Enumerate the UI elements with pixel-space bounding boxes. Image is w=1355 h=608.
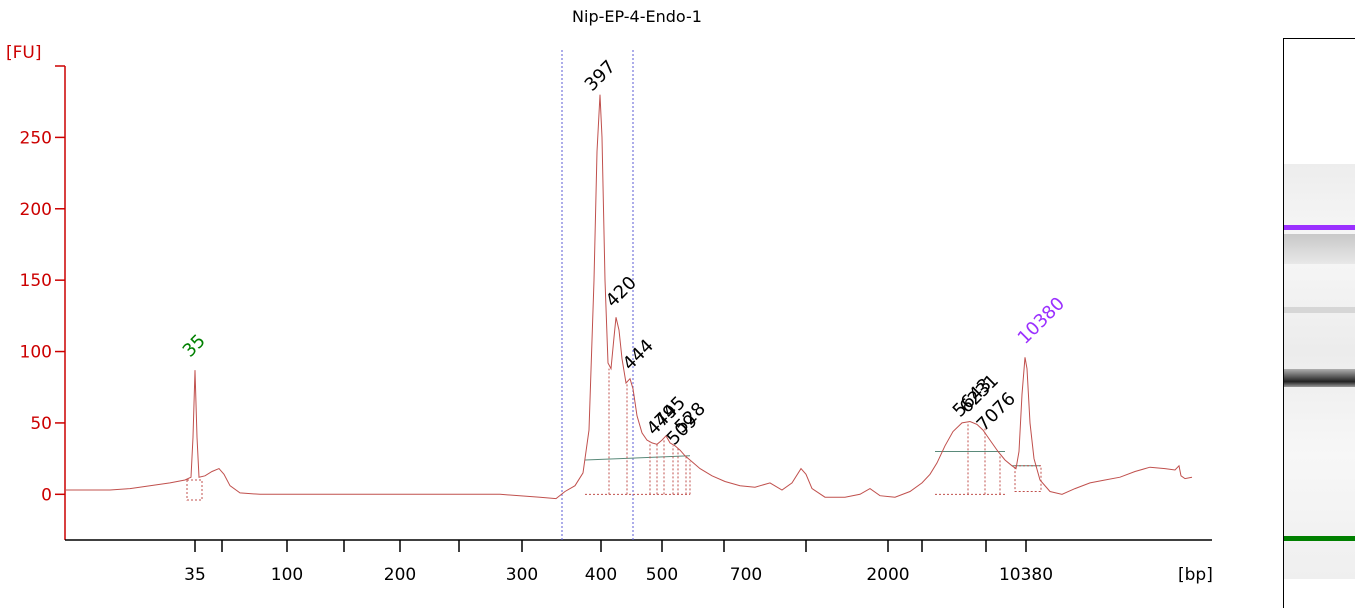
marker-integration-box — [186, 479, 203, 501]
y-tick-label: 150 — [20, 271, 52, 291]
x-tick-label: 700 — [730, 565, 762, 585]
x-tick-label: 2000 — [866, 565, 909, 585]
y-tick-label: 200 — [20, 200, 52, 220]
x-tick-label: 400 — [585, 565, 617, 585]
gel-band-main — [1284, 369, 1355, 387]
x-tick-label: 500 — [646, 565, 678, 585]
integration-baseline — [584, 455, 691, 461]
peak-label: 35 — [179, 330, 210, 361]
y-axis-label: [FU] — [6, 43, 42, 63]
y-tick-label: 0 — [41, 485, 52, 505]
x-tick-label: 200 — [384, 565, 416, 585]
y-tick-label: 50 — [30, 414, 52, 434]
peak-label: 420 — [602, 272, 641, 311]
marker-integration-box — [1014, 465, 1042, 492]
x-tick-label: 300 — [506, 565, 538, 585]
peak-label: 444 — [619, 335, 658, 374]
gel-band-smear-2 — [1284, 307, 1355, 313]
electropherogram-trace — [65, 94, 1193, 500]
electropherogram-chart: Nip-EP-4-Endo-1 [FU] [bp] 0 50 100 150 200 25… — [6, 7, 1213, 585]
y-tick-label: 250 — [20, 128, 52, 148]
x-tick-label: 100 — [271, 565, 303, 585]
y-axis: 0 50 100 150 200 250 — [20, 65, 66, 540]
gel-band-lower-marker — [1284, 536, 1355, 541]
peak-label: 397 — [581, 56, 620, 95]
gel-image — [1283, 38, 1355, 608]
chart-title: Nip-EP-4-Endo-1 — [572, 7, 702, 26]
x-tick-label: 10380 — [999, 565, 1053, 585]
x-tick-label: 35 — [184, 565, 206, 585]
peak-integration-lines — [186, 368, 1042, 501]
x-axis-label: [bp] — [1178, 565, 1213, 585]
peak-label: 10380 — [1014, 293, 1069, 348]
gel-band-upper-marker — [1284, 225, 1355, 230]
x-axis: 35 100 200 300 400 500 700 2000 10380 — [65, 539, 1212, 585]
gel-band-smear-1 — [1284, 234, 1355, 264]
y-tick-label: 100 — [20, 343, 52, 363]
